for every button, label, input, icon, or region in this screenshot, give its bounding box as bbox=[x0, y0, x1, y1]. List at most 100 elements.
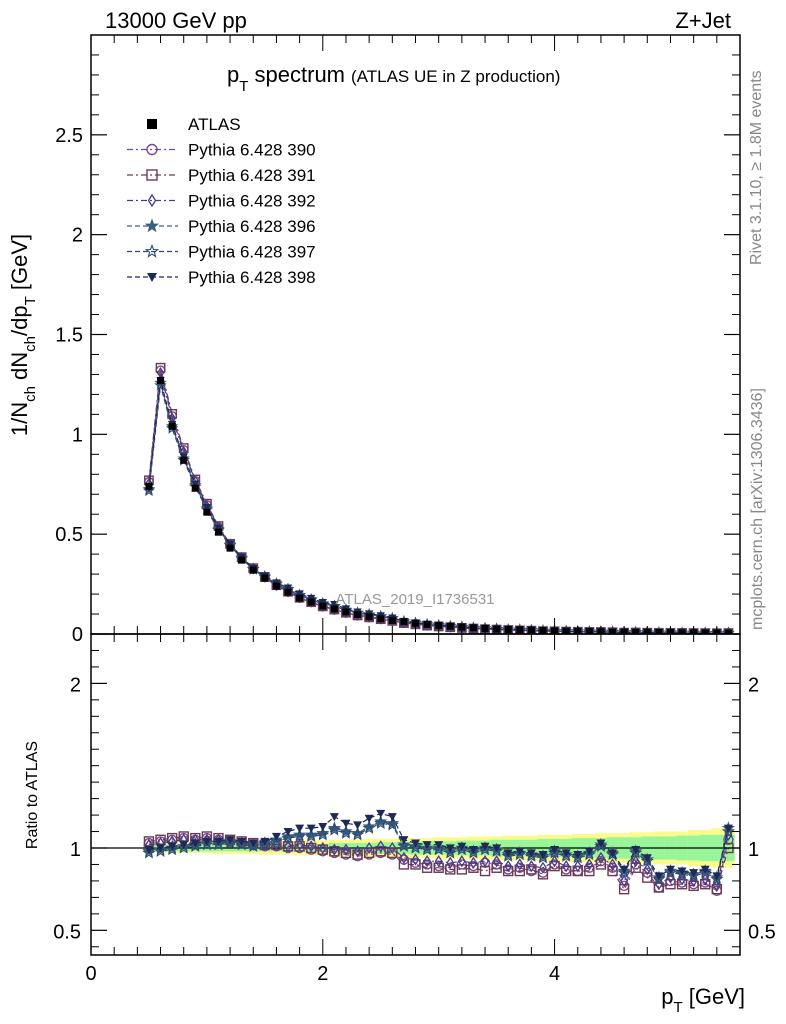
atlas-data-point bbox=[319, 602, 327, 610]
ratio-ytick-label-right: 2 bbox=[748, 674, 759, 696]
main-ytick-label: 1.5 bbox=[55, 325, 83, 347]
ratio-series-point bbox=[434, 855, 443, 868]
legend-marker bbox=[144, 218, 160, 233]
ratio-series-line bbox=[148, 835, 729, 891]
main-axis-ticks: 0 0.5 1 1.5 2 2.5 bbox=[55, 35, 741, 646]
ratio-series-point bbox=[456, 864, 468, 875]
ratio-series-point bbox=[560, 865, 572, 877]
legend-marker bbox=[144, 243, 160, 258]
ratio-series-point bbox=[596, 839, 606, 848]
ratio-panel: 0.5 0.5 1 1 2 2 0 2 4 Ratio to ATLAS pT [GeV] bbox=[24, 633, 776, 1016]
ratio-series-point bbox=[179, 841, 189, 850]
main-series-point bbox=[606, 625, 619, 634]
main-series-point bbox=[687, 626, 700, 634]
ratio-series-point bbox=[362, 821, 376, 834]
ratio-series-point bbox=[376, 809, 386, 818]
atlas-data-point bbox=[678, 629, 686, 634]
ratio-series-point bbox=[723, 824, 733, 833]
ratio-series-point bbox=[260, 837, 270, 846]
ratio-series-point bbox=[213, 837, 223, 846]
atlas-data-point bbox=[423, 620, 431, 628]
ratio-series-point bbox=[374, 816, 388, 829]
ratio-series-point bbox=[712, 872, 722, 881]
ratio-series-point bbox=[246, 839, 260, 852]
ratio-series-point bbox=[573, 850, 583, 860]
ratio-series-point bbox=[411, 853, 420, 866]
ratio-series-point bbox=[468, 862, 479, 873]
ratio-series-point bbox=[721, 824, 735, 838]
ratio-series-point bbox=[316, 827, 330, 841]
atlas-data-point bbox=[330, 605, 338, 613]
ratio-series-point bbox=[398, 859, 410, 870]
ratio-series-point bbox=[211, 837, 226, 851]
ratio-series-point bbox=[318, 823, 328, 832]
ratio-series-point bbox=[190, 839, 200, 848]
ratio-series-point bbox=[559, 849, 573, 862]
ratio-series-line bbox=[148, 834, 729, 887]
ratio-series-point bbox=[608, 849, 618, 858]
ratio-series-point bbox=[408, 840, 423, 854]
atlas-data-point bbox=[539, 627, 547, 634]
atlas-data-point bbox=[377, 615, 385, 623]
ratio-series-point bbox=[608, 858, 617, 871]
legend: ATLAS Pythia 6.428 390 Pythia 6.428 391 Pyt… bbox=[127, 115, 316, 287]
ratio-series-point bbox=[469, 856, 478, 869]
main-series-point bbox=[142, 484, 156, 497]
ratio-series-point bbox=[536, 850, 550, 864]
main-ytick-label: 1 bbox=[72, 424, 83, 446]
atlas-data-point bbox=[493, 625, 501, 633]
ratio-series-point bbox=[434, 841, 444, 850]
ratio-series-point bbox=[156, 844, 166, 853]
ratio-series-point bbox=[292, 829, 307, 843]
ratio-series-point bbox=[353, 821, 363, 830]
ratio-axis-ticks: 0.5 0.5 1 1 2 2 0 2 4 bbox=[53, 634, 776, 985]
ratio-series-point bbox=[585, 858, 594, 871]
ratio-series-line bbox=[148, 822, 729, 881]
ratio-ytick-label: 2 bbox=[70, 674, 81, 696]
ratio-series-point bbox=[640, 854, 654, 867]
ratio-series-point bbox=[654, 872, 664, 881]
atlas-data-point bbox=[214, 528, 222, 536]
ratio-series-point bbox=[363, 847, 375, 859]
ratio-series-point bbox=[665, 879, 676, 890]
main-series-point bbox=[202, 503, 212, 512]
atlas-data-point bbox=[342, 608, 350, 616]
ratio-series-point bbox=[663, 865, 678, 879]
ratio-series-point bbox=[411, 839, 420, 848]
atlas-data-point bbox=[655, 629, 663, 634]
main-series-point bbox=[214, 524, 223, 533]
ratio-series-point bbox=[304, 829, 318, 843]
ratio-series-point bbox=[202, 837, 212, 846]
main-series-point bbox=[617, 625, 631, 634]
ratio-series-point bbox=[237, 837, 247, 846]
ratio-series-point bbox=[652, 872, 666, 885]
ratio-series-point bbox=[374, 814, 388, 828]
ratio-series-point bbox=[271, 832, 281, 841]
atlas-data-point bbox=[284, 588, 292, 596]
main-series-point bbox=[629, 625, 643, 634]
atlas-data-point bbox=[261, 574, 269, 582]
ratio-series-point bbox=[295, 824, 305, 833]
mcplots-label: mcplots.cern.ch [arXiv:1306.3436] bbox=[749, 388, 766, 630]
ratio-series-point bbox=[445, 844, 455, 853]
ratio-series-point bbox=[200, 837, 214, 851]
ratio-xlabel: pT [GeV] bbox=[661, 984, 745, 1016]
legend-label: Pythia 6.428 397 bbox=[188, 243, 316, 262]
ratio-series-point bbox=[584, 865, 595, 877]
ratio-series-point bbox=[492, 855, 501, 868]
ratio-series-point bbox=[365, 841, 374, 855]
main-series-point bbox=[225, 540, 235, 549]
ratio-series-point bbox=[597, 851, 605, 865]
ratio-series-point bbox=[457, 842, 467, 851]
legend-label: Pythia 6.428 392 bbox=[188, 192, 316, 211]
legend-marker bbox=[147, 193, 157, 208]
ratio-series-point bbox=[445, 864, 456, 875]
ratio-series-point bbox=[524, 849, 539, 862]
ratio-series-point bbox=[468, 846, 478, 855]
atlas-data-point bbox=[701, 629, 709, 634]
ratio-series-point bbox=[561, 849, 571, 858]
ratio-series-point bbox=[712, 879, 721, 893]
atlas-data-point bbox=[145, 482, 153, 490]
legend-label: Pythia 6.428 398 bbox=[188, 268, 316, 287]
ratio-ytick-label: 1 bbox=[70, 839, 81, 861]
